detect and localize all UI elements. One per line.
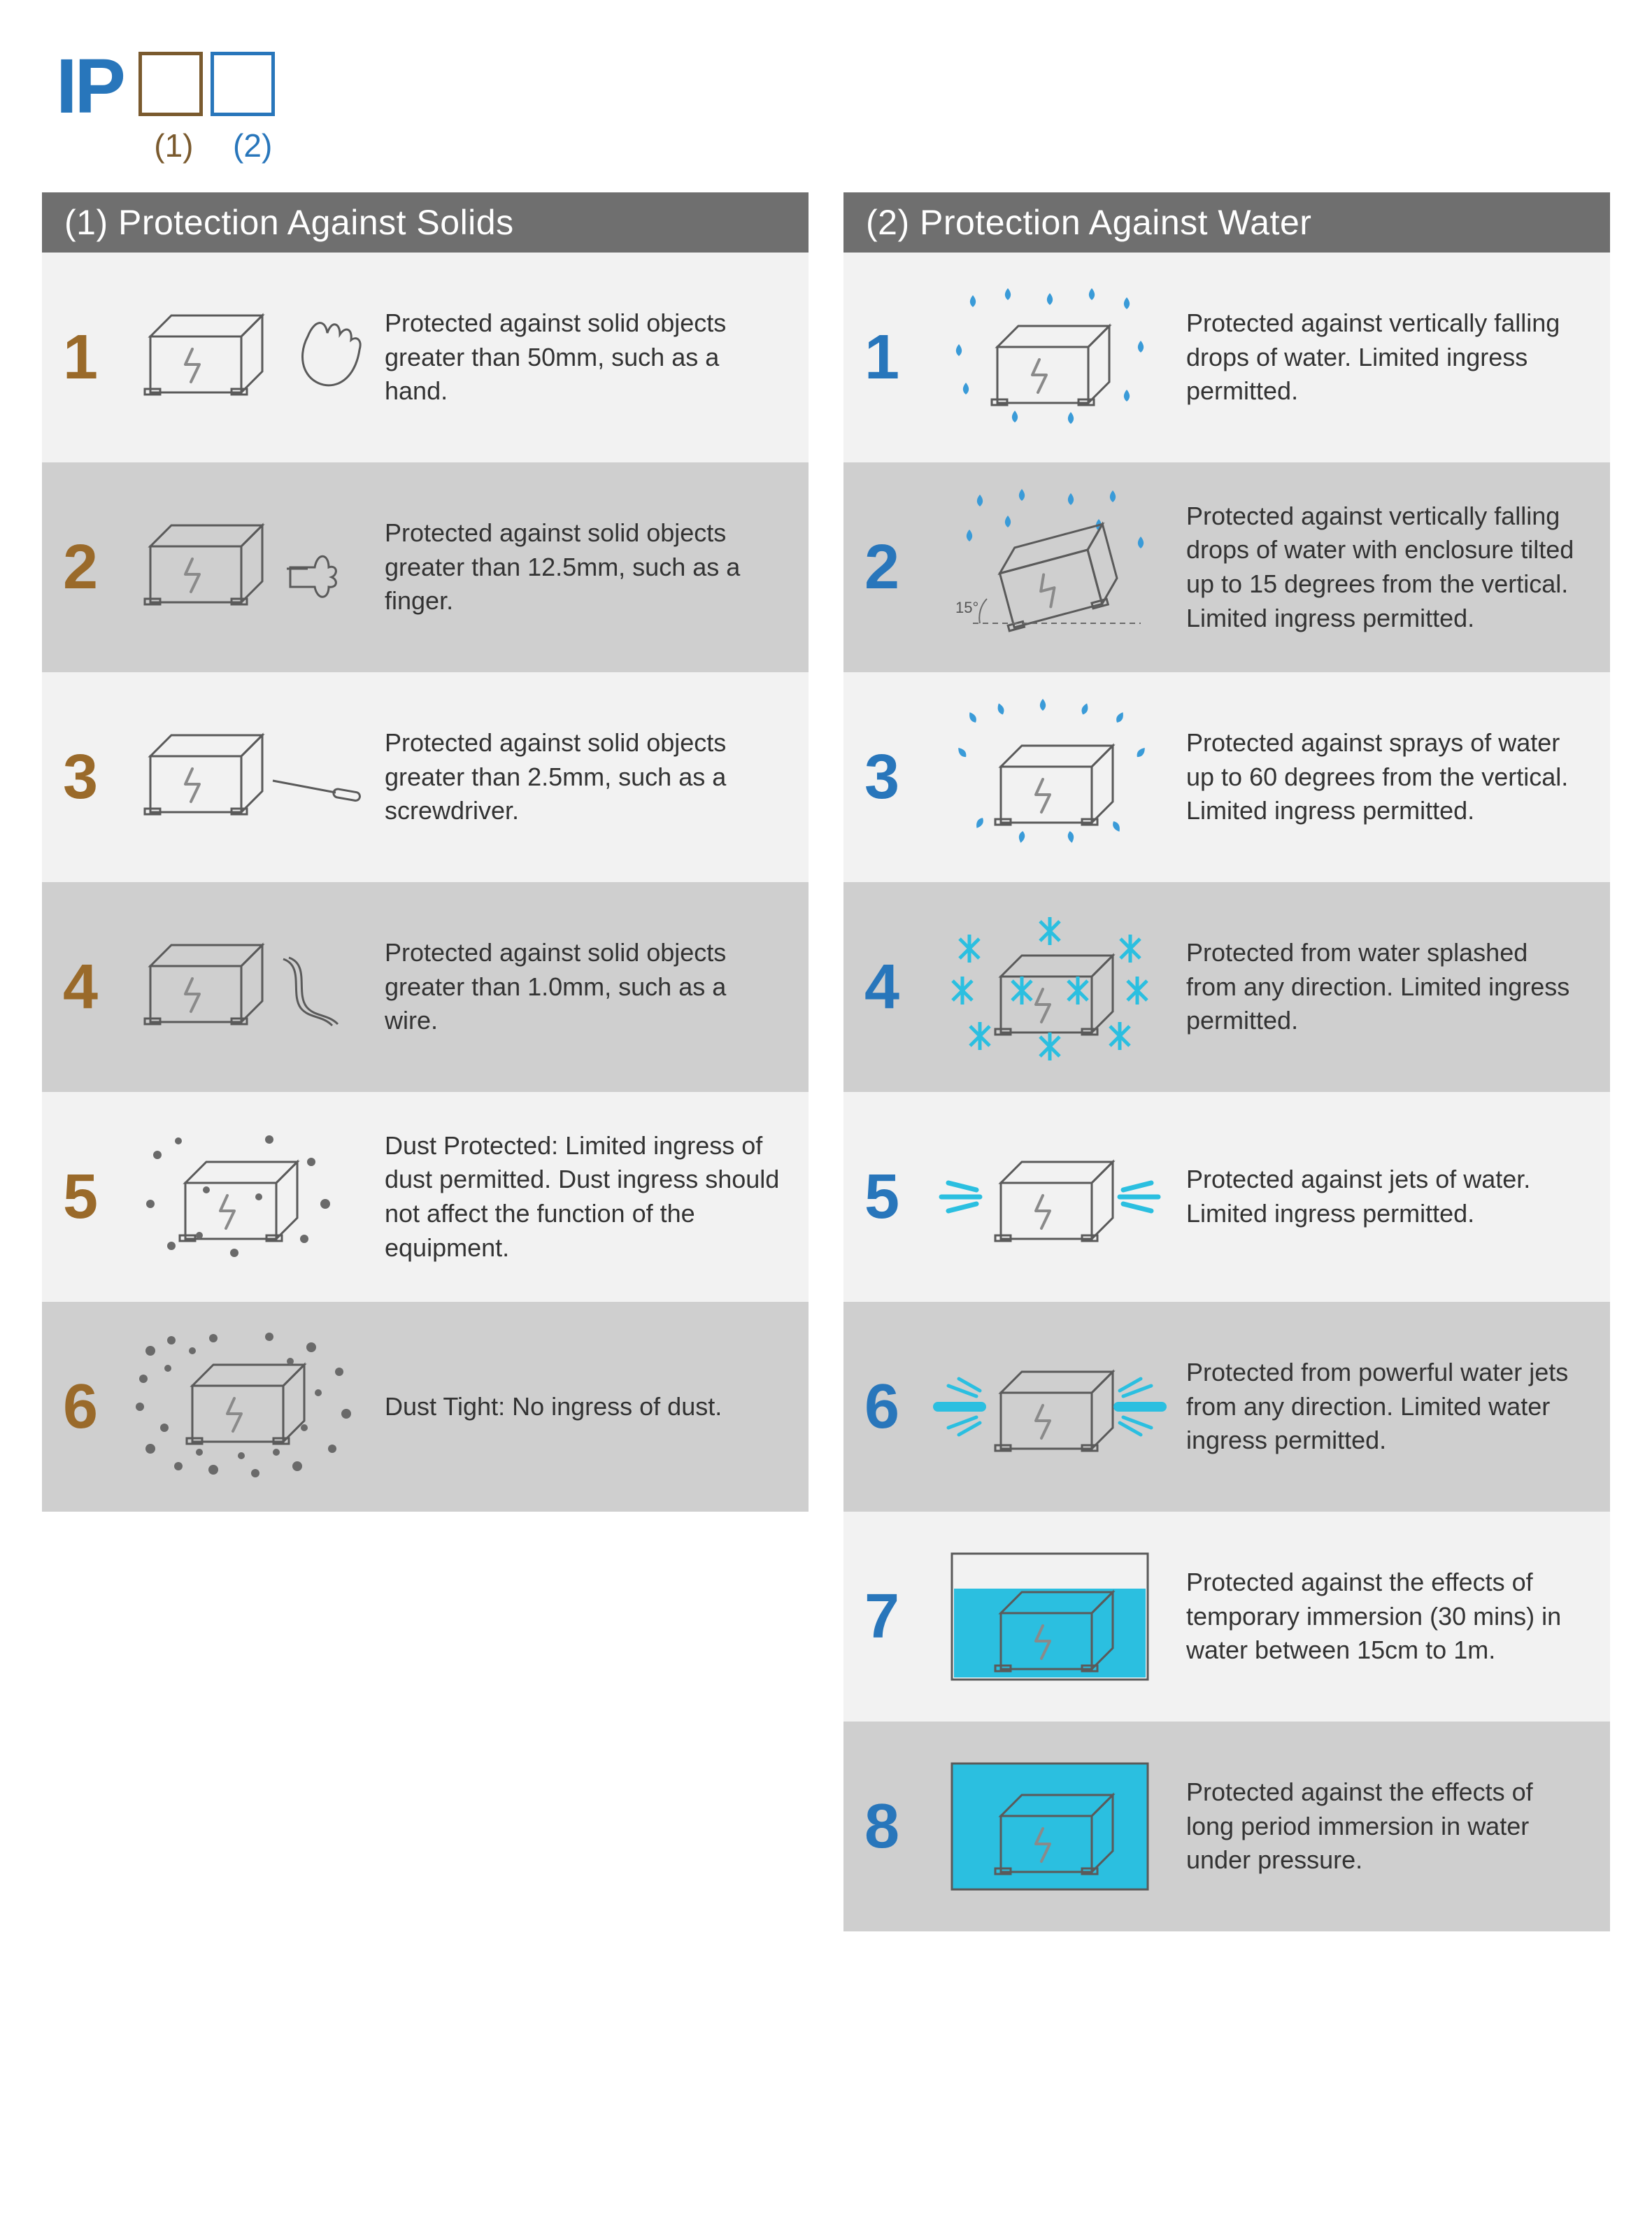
solids-icon-hand — [119, 253, 378, 462]
water-desc-5: Protected against jets of water. Limited… — [1179, 1092, 1610, 1302]
solids-icon-dust-tight — [119, 1302, 378, 1512]
solids-desc-2: Protected against solid objects greater … — [378, 462, 809, 672]
solids-title: (1) Protection Against Solids — [42, 192, 809, 253]
water-row-2: 2 15° Protected against vertically falli… — [843, 462, 1610, 672]
water-icon-jets — [920, 1092, 1179, 1302]
water-icon-splash — [920, 882, 1179, 1092]
water-num-2: 2 — [843, 462, 920, 672]
solids-row-2: 2 Protected against solid objects greate… — [42, 462, 809, 672]
water-num-3: 3 — [843, 672, 920, 882]
ip-sub-1: (1) — [138, 127, 208, 164]
ip-header: IP (1) (2) — [42, 28, 1610, 192]
solids-num-6: 6 — [42, 1302, 119, 1512]
water-desc-4: Protected from water splashed from any d… — [1179, 882, 1610, 1092]
water-row-7: 7 Protected against the effects of tempo… — [843, 1512, 1610, 1722]
ip-sub-2: (2) — [218, 127, 287, 164]
water-row-3: 3 Protected against sprays of water up t… — [843, 672, 1610, 882]
solids-column: (1) Protection Against Solids 1 Protecte… — [42, 192, 809, 1931]
water-row-6: 6 Protected from — [843, 1302, 1610, 1512]
water-row-5: 5 Protected against jets of water. Limit… — [843, 1092, 1610, 1302]
water-num-6: 6 — [843, 1302, 920, 1512]
water-title: (2) Protection Against Water — [843, 192, 1610, 253]
water-icon-drops — [920, 253, 1179, 462]
solids-row-1: 1 Protected against solid objects greate… — [42, 253, 809, 462]
solids-desc-5: Dust Protected: Limited ingress of dust … — [378, 1092, 809, 1302]
water-desc-3: Protected against sprays of water up to … — [1179, 672, 1610, 882]
water-num-8: 8 — [843, 1722, 920, 1931]
solids-num-4: 4 — [42, 882, 119, 1092]
water-row-4: 4 Protected from water splashed from any… — [843, 882, 1610, 1092]
solids-num-3: 3 — [42, 672, 119, 882]
ip-digit-boxes: (1) (2) — [138, 42, 287, 164]
solids-icon-wire — [119, 882, 378, 1092]
ip-box-water — [211, 52, 275, 116]
solids-row-6: 6 Dust Tight: No ingress — [42, 1302, 809, 1512]
ip-box-solids — [138, 52, 203, 116]
water-icon-spray — [920, 672, 1179, 882]
solids-desc-3: Protected against solid objects greater … — [378, 672, 809, 882]
solids-desc-1: Protected against solid objects greater … — [378, 253, 809, 462]
water-row-8: 8 Protected against the effects of long … — [843, 1722, 1610, 1931]
solids-icon-dust-limited — [119, 1092, 378, 1302]
solids-desc-4: Protected against solid objects greater … — [378, 882, 809, 1092]
water-desc-8: Protected against the effects of long pe… — [1179, 1722, 1610, 1931]
water-desc-2: Protected against vertically falling dro… — [1179, 462, 1610, 672]
water-icon-powerful-jets — [920, 1302, 1179, 1512]
water-num-4: 4 — [843, 882, 920, 1092]
water-num-1: 1 — [843, 253, 920, 462]
solids-row-4: 4 Protected against solid objects greate… — [42, 882, 809, 1092]
solids-num-5: 5 — [42, 1092, 119, 1302]
angle-label: 15° — [955, 599, 978, 616]
solids-row-3: 3 Protected against solid objects greate… — [42, 672, 809, 882]
water-desc-6: Protected from powerful water jets from … — [1179, 1302, 1610, 1512]
water-column: (2) Protection Against Water 1 Protected… — [843, 192, 1610, 1931]
water-icon-immersion-long — [920, 1722, 1179, 1931]
solids-num-1: 1 — [42, 253, 119, 462]
solids-icon-finger — [119, 462, 378, 672]
water-desc-1: Protected against vertically falling dro… — [1179, 253, 1610, 462]
water-row-1: 1 Protected against vertically falling d… — [843, 253, 1610, 462]
water-num-5: 5 — [843, 1092, 920, 1302]
water-icon-tilted: 15° — [920, 462, 1179, 672]
solids-desc-6: Dust Tight: No ingress of dust. — [378, 1302, 809, 1512]
ip-text: IP — [56, 42, 123, 131]
solids-icon-screwdriver — [119, 672, 378, 882]
water-num-7: 7 — [843, 1512, 920, 1722]
solids-num-2: 2 — [42, 462, 119, 672]
solids-row-5: 5 Dust Protected: Limited ingress of dus… — [42, 1092, 809, 1302]
water-desc-7: Protected against the effects of tempora… — [1179, 1512, 1610, 1722]
water-icon-immersion-temp — [920, 1512, 1179, 1722]
